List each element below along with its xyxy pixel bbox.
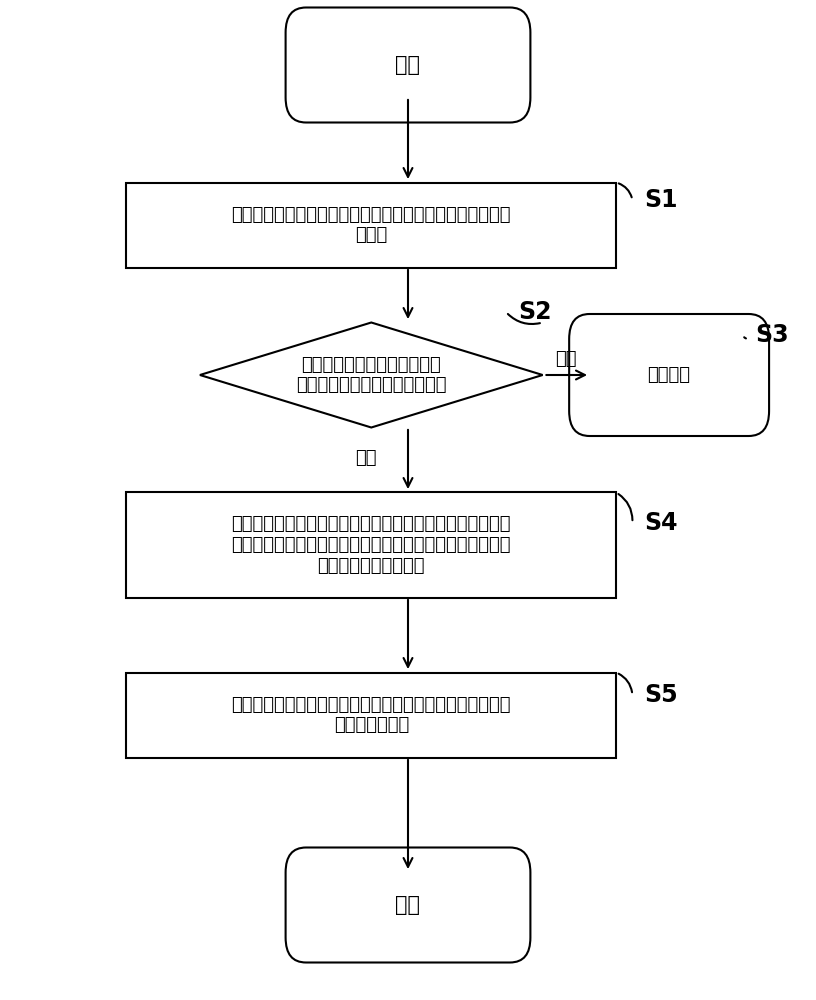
Text: 根据客户端之间的通信连接，
判断所述通信连接是否建立成功: 根据客户端之间的通信连接， 判断所述通信连接是否建立成功 [296, 356, 446, 394]
Text: 判定客户端处于同一物理空间，将接入会议的客户端按照物
理区域进行划分，得到多个物理区域，其中每个物理区域中
包含一个或多个客户端: 判定客户端处于同一物理空间，将接入会议的客户端按照物 理区域进行划分，得到多个物… [232, 515, 511, 575]
Bar [126, 492, 616, 597]
FancyBboxPatch shape [286, 7, 530, 122]
Text: S3: S3 [755, 323, 788, 347]
Polygon shape [200, 322, 543, 428]
Bar [126, 182, 616, 267]
Text: 结束: 结束 [396, 895, 420, 915]
Text: S4: S4 [645, 511, 678, 535]
FancyBboxPatch shape [286, 848, 530, 962]
Text: 失败: 失败 [555, 350, 576, 368]
Text: 开始: 开始 [396, 55, 420, 75]
Text: S5: S5 [645, 683, 678, 707]
Text: 连接失败: 连接失败 [648, 366, 690, 384]
Text: S1: S1 [645, 188, 678, 212]
Text: 建立会议管理系统与会议参与方的客户端及客户端之间的通
信连接: 建立会议管理系统与会议参与方的客户端及客户端之间的通 信连接 [232, 206, 511, 244]
Bar [126, 673, 616, 758]
FancyBboxPatch shape [569, 314, 769, 436]
Text: S2: S2 [518, 300, 552, 324]
Text: 接收客户端上报的音量信息，遍历会议中全部物理区域的音
量进行啼叫消除: 接收客户端上报的音量信息，遍历会议中全部物理区域的音 量进行啼叫消除 [232, 696, 511, 734]
Text: 成功: 成功 [356, 449, 377, 467]
